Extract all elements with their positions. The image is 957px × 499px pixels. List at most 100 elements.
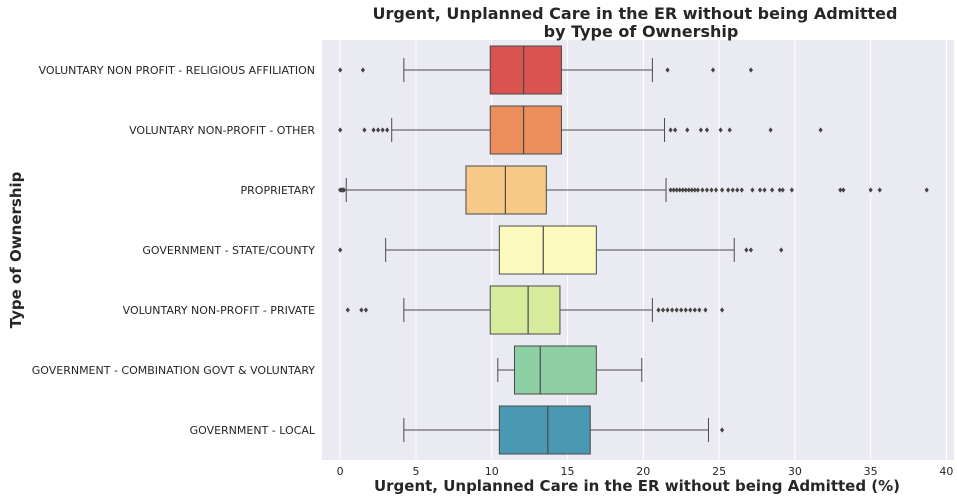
outlier-point [739,187,744,193]
x-tick-label: 0 [337,465,344,478]
box-group [497,345,643,395]
outlier-point [674,307,679,313]
outlier-point [686,187,691,193]
chart-title-line-1: Urgent, Unplanned Care in the ER without… [373,4,898,23]
outlier-point [338,127,343,133]
outlier-point [744,247,749,253]
y-tick-label: GOVERNMENT - STATE/COUNTY [142,244,315,257]
x-tick-label: 10 [485,465,499,478]
outlier-point [818,127,823,133]
outlier-point [338,67,343,73]
outlier-point [720,307,725,313]
box-group [338,105,823,155]
outlier-point [789,187,794,193]
iqr-box [465,165,547,215]
x-tick-label: 20 [636,465,650,478]
outlier-point [683,187,688,193]
outlier-point [703,307,708,313]
x-tick-label: 35 [864,465,878,478]
iqr-box [498,405,591,455]
iqr-box [498,225,597,275]
outlier-point [671,187,676,193]
outlier-point [713,187,719,193]
outlier-point [868,187,873,193]
outlier-point [683,307,688,313]
outlier-point [757,187,763,193]
outlier-point [697,307,702,313]
outlier-point [727,127,732,133]
iqr-box [489,45,562,95]
outlier-point [665,67,670,73]
outlier-point [750,187,755,193]
iqr-box [489,285,561,335]
outlier-point [362,127,367,133]
outlier-point [748,247,754,253]
outlier-point [375,127,381,133]
x-tick-labels: 0 5 10 15 20 25 30 35 40 [337,465,954,478]
outlier-point [704,187,710,193]
outlier-point [688,307,693,313]
outlier-point [720,187,725,193]
outlier-point [668,127,673,133]
outlier-point [768,127,773,133]
outlier-point [777,187,782,193]
outlier-point [700,187,705,193]
outlier-point [692,187,697,193]
y-tick-labels: VOLUNTARY NON PROFIT - RELIGIOUS AFFILIA… [32,64,316,437]
outlier-point [762,187,767,193]
x-tick-label: 5 [412,465,419,478]
y-tick-label: PROPRIETARY [241,184,316,197]
outlier-point [730,187,735,193]
outlier-point [841,187,846,193]
y-axis-label: Type of Ownership [7,171,25,328]
x-axis-label: Urgent, Unplanned Care in the ER without… [374,477,900,495]
box-group [403,405,725,455]
outlier-point [680,187,685,193]
outlier-point [779,247,784,253]
outlier-point [689,187,694,193]
outlier-point [695,187,700,193]
box-group [345,285,725,335]
outlier-point [668,187,673,193]
iqr-box [513,345,597,395]
outlier-point [748,67,754,73]
outlier-point [924,187,929,193]
outlier-point [674,187,679,193]
outlier-point [371,127,376,133]
outlier-point [385,127,390,133]
y-tick-label: VOLUNTARY NON PROFIT - RELIGIOUS AFFILIA… [39,64,315,77]
outlier-point [670,307,675,313]
outlier-point [341,187,347,193]
box-group [338,45,754,95]
outlier-point [709,187,714,193]
outlier-point [735,187,740,193]
outlier-point [718,127,723,133]
x-tick-label: 30 [788,465,802,478]
boxes [338,45,929,455]
outlier-point [698,127,703,133]
outlier-point [685,127,690,133]
outlier-point [665,307,670,313]
outlier-point [770,187,775,193]
outlier-point [720,427,725,433]
x-tick-label: 40 [939,465,953,478]
outlier-point [838,187,843,193]
outlier-point [710,67,716,73]
box-group [338,165,929,215]
box-group [338,225,784,275]
chart-title-line-2: by Type of Ownership [544,22,739,41]
outlier-point [704,127,710,133]
outlier-point [673,127,678,133]
outlier-point [780,187,785,193]
outlier-point [677,187,682,193]
outlier-point [363,307,369,313]
iqr-box [489,105,562,155]
x-tick-label: 25 [712,465,726,478]
outlier-point [726,187,731,193]
y-tick-label: VOLUNTARY NON-PROFIT - OTHER [129,124,315,137]
outlier-point [359,307,364,313]
outlier-point [345,307,350,313]
y-tick-label: VOLUNTARY NON-PROFIT - PRIVATE [123,304,315,317]
